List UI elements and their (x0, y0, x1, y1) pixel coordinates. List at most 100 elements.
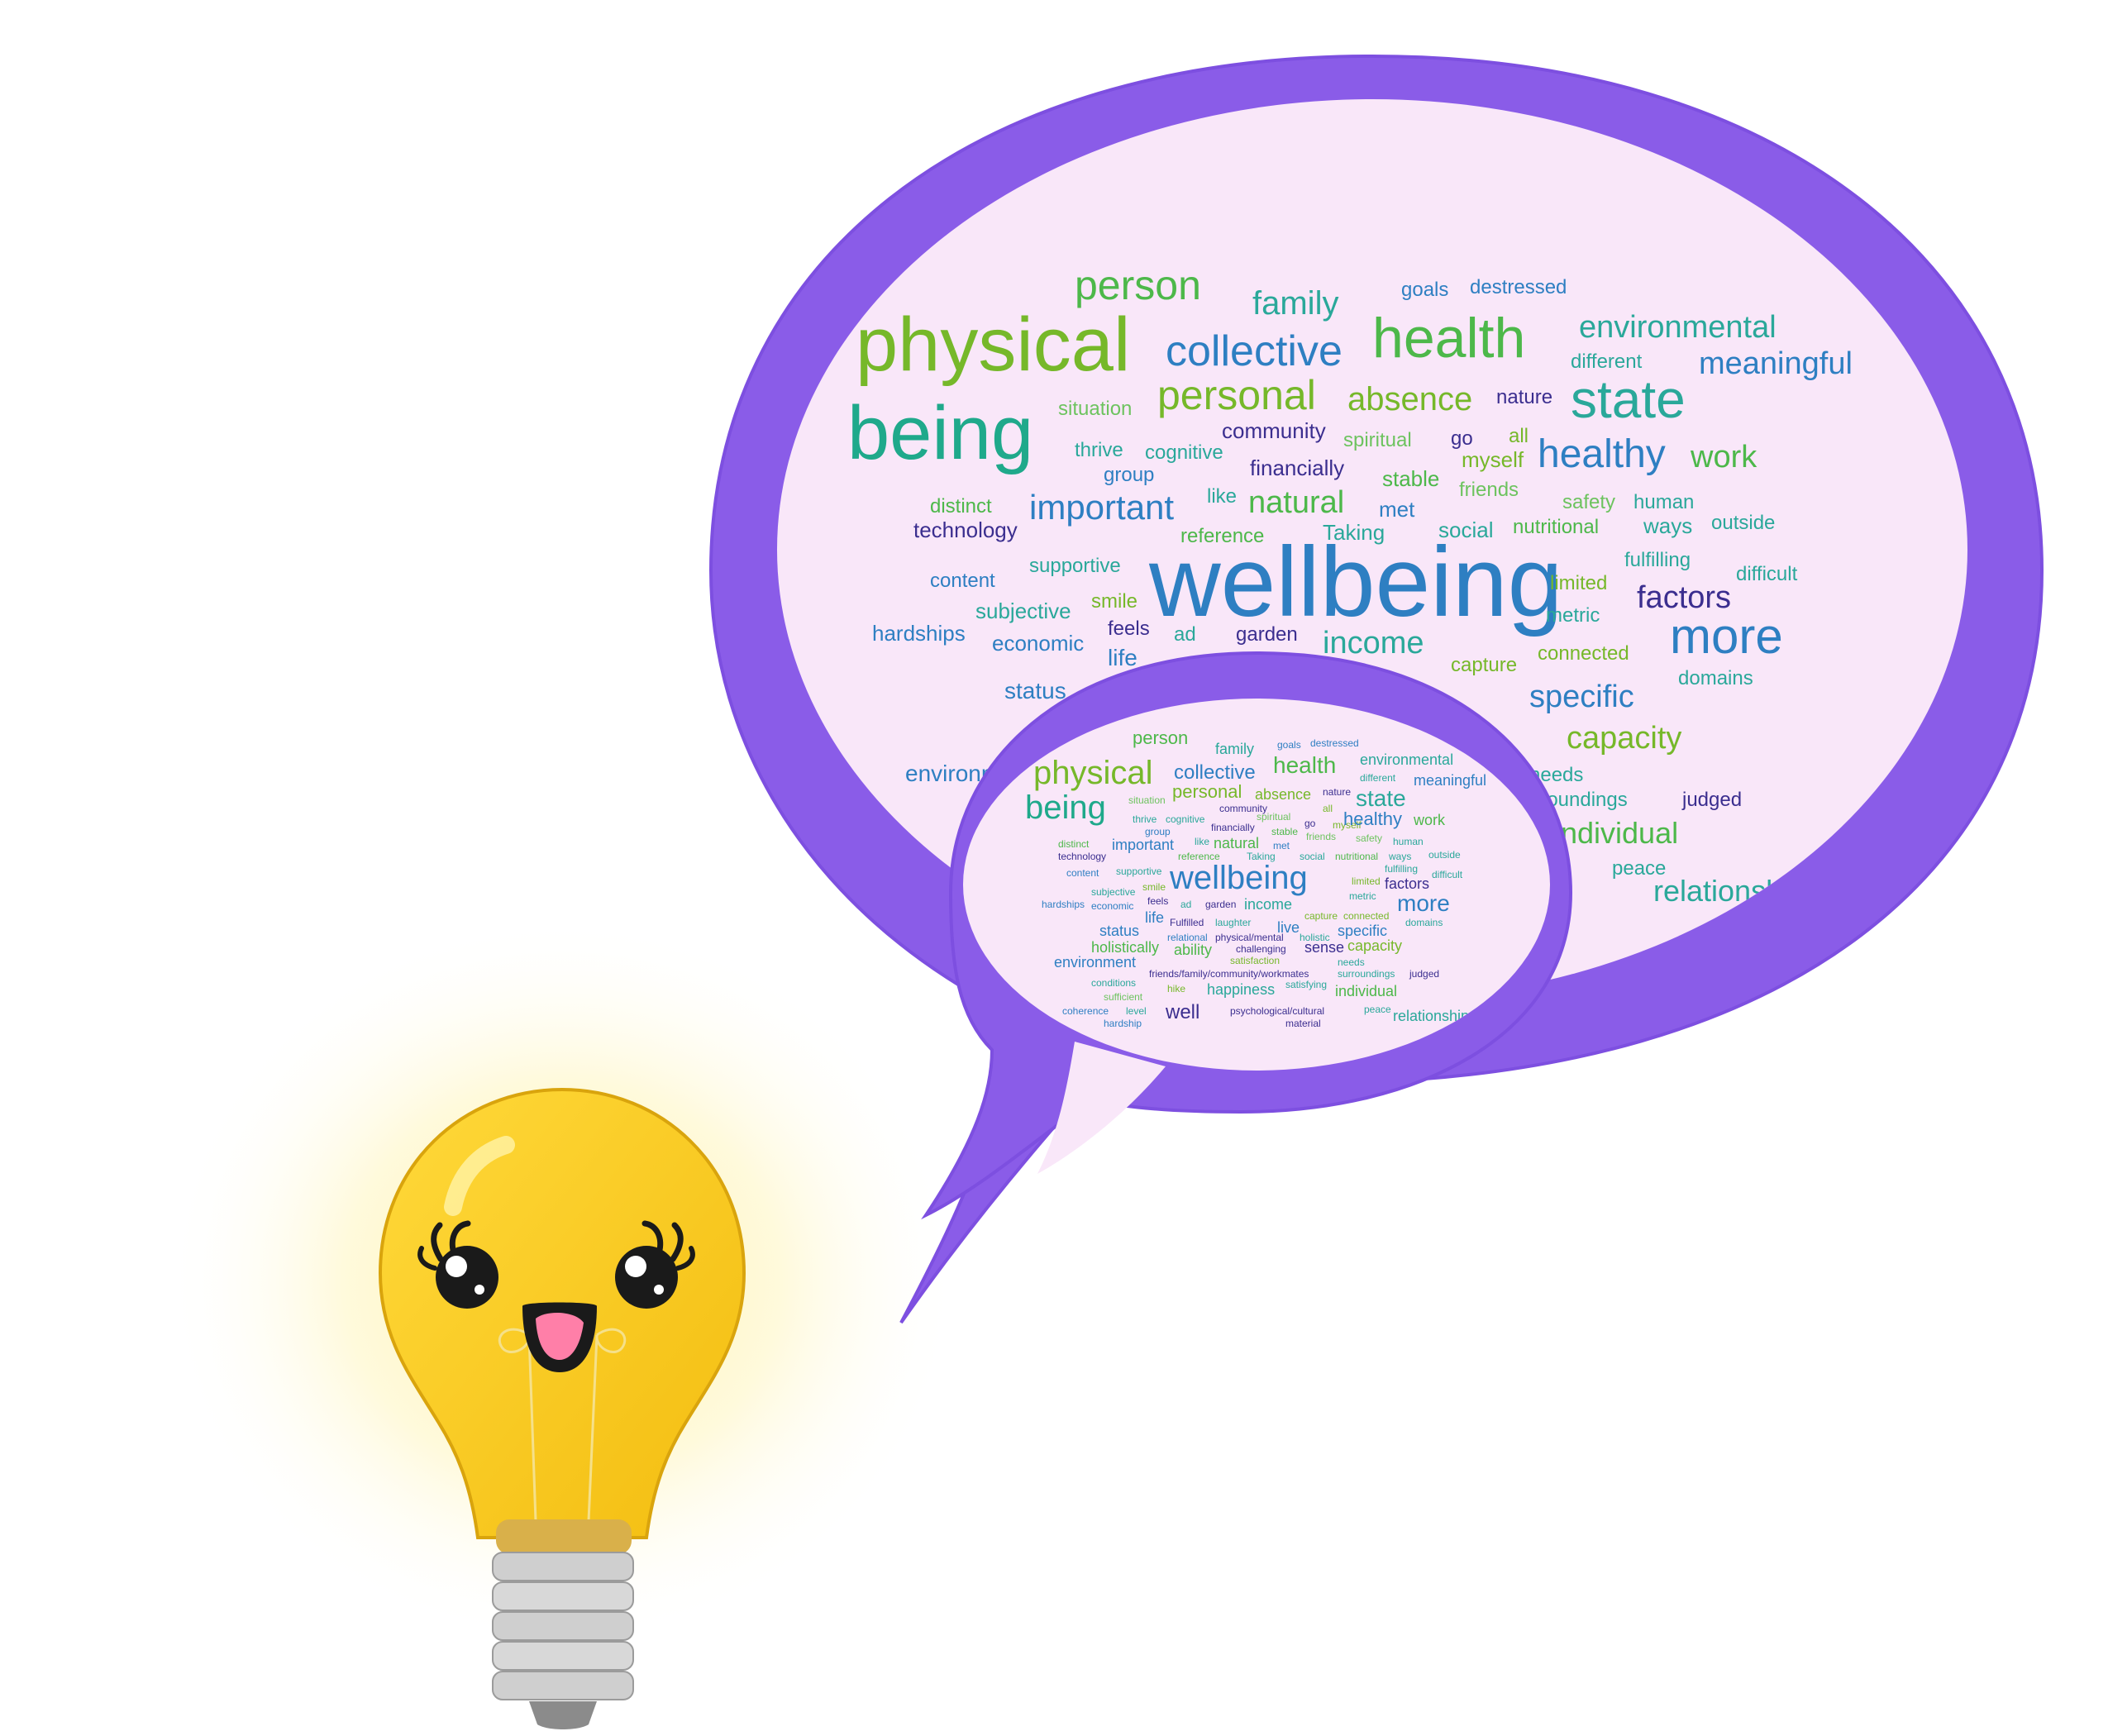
word-cloud-word: nutritional (1513, 516, 1599, 538)
word-cloud-word: met (1273, 840, 1290, 851)
word-cloud-word: individual (1335, 983, 1397, 999)
word-cloud-word: status (1099, 923, 1139, 939)
word-cloud-word: environment (1054, 954, 1136, 971)
word-cloud-word: judged (1681, 789, 1742, 811)
word-cloud-word: friends/family/community/workmates (1149, 968, 1309, 980)
word-cloud-word: garden (1205, 899, 1236, 910)
word-cloud-word: technology (913, 517, 1018, 542)
word-cloud-word: meaningful (1414, 772, 1486, 789)
word-cloud-word: financially (1211, 822, 1255, 833)
word-cloud-word: natural (1214, 835, 1259, 851)
word-cloud-word: limited (1352, 875, 1381, 887)
word-cloud-word: distinct (930, 495, 992, 517)
word-cloud-word: income (1323, 626, 1424, 661)
word-cloud-word: holistically (1091, 939, 1159, 956)
bulb-tongue (536, 1313, 584, 1360)
word-cloud-word: physical (856, 303, 1130, 387)
word-cloud-word: friends (1459, 479, 1519, 501)
word-cloud-word: specific (1529, 680, 1634, 714)
word-cloud-word: human (1633, 491, 1694, 513)
word-cloud-word: specific (1338, 923, 1387, 939)
bulb-highlight (444, 1136, 515, 1216)
word-cloud-word: natural (1248, 485, 1344, 520)
word-cloud-word: personal (1157, 372, 1316, 418)
word-cloud-word: well (1165, 1001, 1199, 1023)
word-cloud-word: holistic (1300, 932, 1330, 943)
word-cloud-word: challenging (1236, 943, 1286, 955)
word-cloud-word: metric (1546, 604, 1600, 627)
word-cloud-word: go (1451, 427, 1473, 450)
word-cloud-word: connected (1343, 910, 1389, 922)
word-cloud-word: outside (1711, 512, 1775, 534)
word-cloud-word: met (1379, 497, 1415, 522)
word-cloud-word: physical/mental (1215, 932, 1284, 943)
word-cloud-word: spiritual (1343, 429, 1412, 451)
word-cloud-word: life (1108, 645, 1137, 670)
word-cloud-word: reference (1180, 525, 1264, 547)
word-cloud-word: conditions (1091, 977, 1136, 989)
word-cloud-word: being (1025, 789, 1106, 826)
word-cloud-word: work (1690, 440, 1757, 475)
word-cloud-word: health (1273, 752, 1336, 778)
word-cloud-word: coherence (1062, 1005, 1109, 1017)
word-cloud-word: outside (1428, 849, 1461, 861)
word-cloud-word: factors (1637, 580, 1731, 615)
word-cloud-word: hardships (1042, 899, 1085, 910)
word-cloud-word: like (1195, 836, 1209, 847)
word-cloud-word: community (1222, 418, 1326, 443)
word-cloud-word: healthy (1538, 432, 1666, 476)
word-cloud-word: friends (1306, 831, 1336, 842)
word-cloud-word: cognitive (1166, 813, 1205, 825)
word-cloud-word: stable (1271, 826, 1298, 837)
word-cloud-word: difficult (1432, 869, 1463, 880)
word-cloud-word: destressed (1310, 737, 1359, 749)
word-cloud-word: Taking (1247, 851, 1276, 862)
word-cloud-word: state (1356, 785, 1406, 811)
word-cloud-word: different (1571, 351, 1643, 373)
word-cloud-word: material (1285, 1018, 1321, 1029)
word-cloud-word: subjective (1091, 886, 1136, 898)
word-cloud-word: supportive (1029, 555, 1121, 577)
word-cloud-word: ad (1174, 623, 1196, 646)
word-cloud-word: spiritual (1257, 811, 1290, 823)
word-cloud-word: domains (1678, 667, 1753, 689)
word-cloud-word: feels (1147, 895, 1168, 907)
small-bubble-interior (963, 699, 1550, 1071)
word-cloud-word: ad (1180, 899, 1191, 910)
word-cloud-word: like (1207, 485, 1237, 508)
word-cloud-word: collective (1174, 761, 1256, 784)
word-cloud-word: health (1372, 307, 1525, 370)
word-cloud-word: all (1509, 425, 1529, 447)
word-cloud-word: sufficient (1104, 991, 1143, 1003)
word-cloud-word: situation (1128, 794, 1166, 806)
bulb-eyes (417, 1220, 695, 1309)
word-cloud-word: go (1304, 818, 1316, 829)
word-cloud-word: metric (1349, 890, 1376, 902)
word-cloud-word: smile (1142, 881, 1166, 893)
word-cloud-word: social (1300, 851, 1325, 862)
bulb-collar (496, 1519, 632, 1554)
word-cloud-word: fulfilling (1385, 863, 1418, 875)
word-cloud-word: needs (1338, 956, 1365, 968)
word-cloud-word: smile (1091, 590, 1137, 613)
word-cloud-word: ability (1174, 942, 1212, 958)
large-word-cloud: wellbeingphysicalbeinghealthstatemorecol… (847, 262, 1853, 908)
word-cloud-word: group (1104, 464, 1154, 486)
word-cloud-word: fulfilling (1624, 549, 1691, 571)
word-cloud-word: absence (1347, 381, 1472, 417)
word-cloud-word: factors (1385, 875, 1429, 892)
word-cloud-word: laughter (1215, 917, 1251, 928)
word-cloud-word: happiness (1207, 981, 1275, 998)
word-cloud-word: myself (1462, 447, 1524, 472)
word-cloud-word: judged (1409, 968, 1439, 980)
bulb-base (492, 1552, 634, 1729)
word-cloud-word: income (1244, 896, 1292, 913)
word-cloud-word: meaningful (1699, 346, 1853, 381)
word-cloud-word: important (1029, 488, 1174, 527)
word-cloud-word: reference (1178, 851, 1220, 862)
word-cloud-word: absence (1255, 786, 1311, 803)
word-cloud-word: destressed (1470, 276, 1567, 298)
word-cloud-word: supportive (1116, 866, 1162, 877)
word-cloud-word: subjective (975, 599, 1071, 623)
